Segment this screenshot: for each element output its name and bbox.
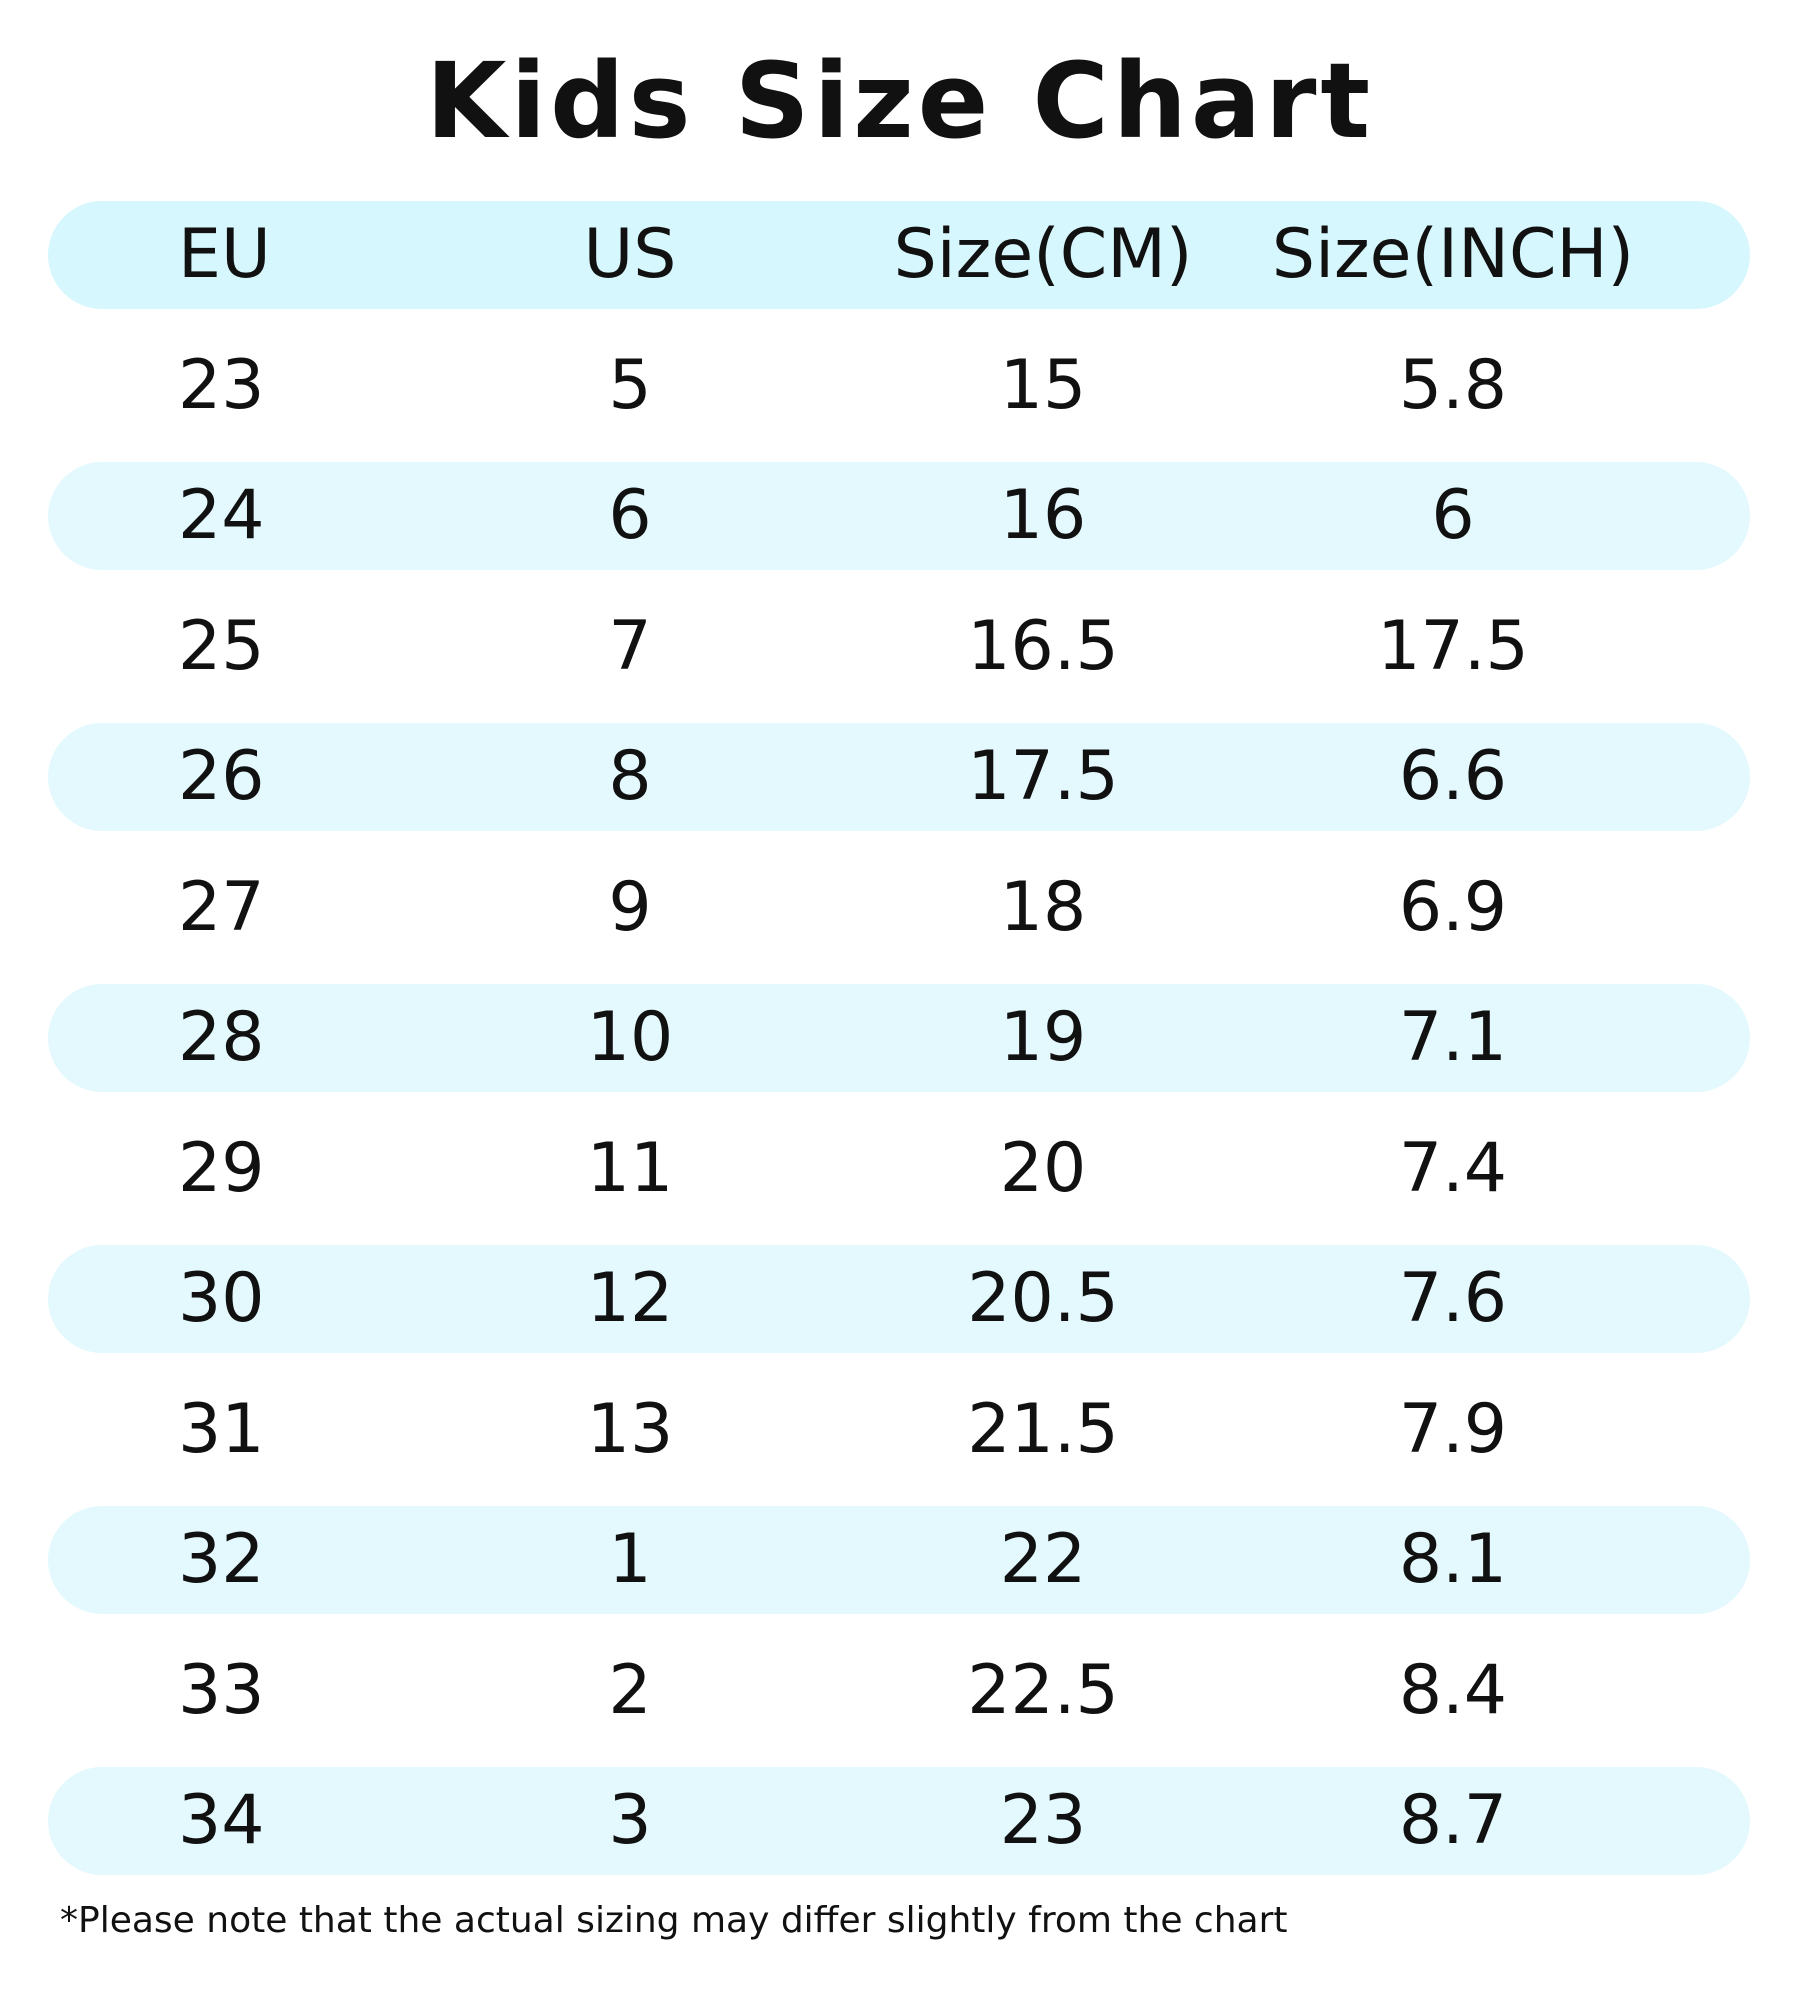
cell: 16 <box>999 476 1087 555</box>
cell: 26 <box>178 737 265 816</box>
cell: 17.5 <box>1377 606 1529 686</box>
header-cell: US <box>583 215 677 294</box>
cell: 27 <box>178 867 265 947</box>
cell: 12 <box>586 1259 674 1338</box>
cell: 34 <box>178 1781 265 1860</box>
cell: 22.5 <box>967 1650 1119 1730</box>
row-band <box>48 1245 1750 1353</box>
row-band <box>48 1767 1750 1875</box>
cell: 11 <box>586 1128 674 1208</box>
cell: 28 <box>178 998 265 1077</box>
cell: 1 <box>608 1520 652 1599</box>
cell: 7.9 <box>1398 1389 1508 1469</box>
cell: 13 <box>586 1389 674 1469</box>
cell: 7.6 <box>1398 1259 1508 1338</box>
cell: 23 <box>178 345 265 425</box>
cell: 9 <box>608 867 652 947</box>
cell: 2 <box>608 1650 652 1730</box>
cell: 33 <box>178 1650 265 1730</box>
row-band <box>48 1506 1750 1614</box>
cell: 6 <box>608 476 652 555</box>
header-band <box>48 201 1750 309</box>
cell: 5 <box>608 345 652 425</box>
cell: 7.1 <box>1398 998 1508 1077</box>
header-cell: EU <box>178 215 271 294</box>
cell: 6 <box>1431 476 1475 555</box>
header-cell: Size(CM) <box>893 215 1193 294</box>
cell: 23 <box>999 1781 1087 1860</box>
cell: 7.4 <box>1398 1128 1508 1208</box>
cell: 20.5 <box>967 1259 1119 1338</box>
cell: 6.9 <box>1398 867 1508 947</box>
cell: 21.5 <box>967 1389 1119 1469</box>
cell: 15 <box>999 345 1087 425</box>
cell: 3 <box>608 1781 652 1860</box>
cell: 7 <box>608 606 652 686</box>
cell: 18 <box>999 867 1087 947</box>
title: Kids Size Chart <box>425 40 1375 162</box>
cell: 29 <box>178 1128 265 1208</box>
cell: 8.4 <box>1398 1650 1508 1730</box>
cell: 17.5 <box>967 737 1119 816</box>
cell: 8 <box>608 737 652 816</box>
row-band <box>48 984 1750 1092</box>
row-band <box>48 462 1750 570</box>
cell: 32 <box>178 1520 265 1599</box>
cell: 31 <box>178 1389 265 1469</box>
cell: 22 <box>999 1520 1087 1599</box>
cell: 10 <box>586 998 674 1077</box>
cell: 20 <box>999 1128 1087 1208</box>
cell: 16.5 <box>967 606 1119 686</box>
cell: 19 <box>999 998 1087 1077</box>
cell: 8.1 <box>1398 1520 1508 1599</box>
cell: 30 <box>178 1259 265 1338</box>
row-band <box>48 723 1750 831</box>
footnote: *Please note that the actual sizing may … <box>60 1900 1288 1941</box>
cell: 5.8 <box>1398 345 1508 425</box>
header-cell: Size(INCH) <box>1271 215 1635 294</box>
cell: 24 <box>178 476 265 555</box>
cell: 25 <box>178 606 265 686</box>
cell: 8.7 <box>1398 1781 1508 1860</box>
cell: 6.6 <box>1398 737 1508 816</box>
